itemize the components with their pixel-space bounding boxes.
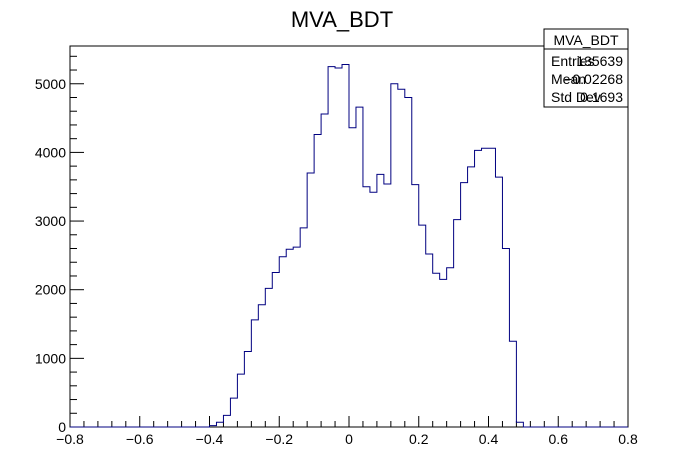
histogram-bin [314, 135, 321, 427]
histogram-bin [328, 67, 335, 427]
histogram-bin [223, 415, 230, 427]
stats-box: MVA_BDT Entries 135639 Mean −0.02268 Std… [543, 28, 629, 108]
histogram-bin [509, 341, 516, 427]
histogram-bin [258, 305, 265, 427]
histogram-bin [216, 422, 223, 427]
x-tick-label: −0.6 [126, 431, 154, 447]
stats-stddev-value: 0.1693 [580, 89, 623, 105]
x-tick-label: 0.2 [409, 431, 429, 447]
y-tick-label: 2000 [35, 282, 66, 298]
histogram-bin [251, 320, 258, 427]
axis-ticks [69, 55, 629, 428]
histogram-bin [419, 225, 426, 427]
histogram-bin [495, 177, 502, 427]
x-tick-label: −0.8 [56, 431, 84, 447]
histogram-bin [370, 192, 377, 427]
x-tick-label: 0.4 [479, 431, 499, 447]
histogram-bin [272, 273, 279, 427]
x-tick-label: −0.2 [265, 431, 293, 447]
stats-mean-value: −0.02268 [564, 71, 623, 87]
histogram-bin [391, 84, 398, 427]
histogram-bin [321, 114, 328, 427]
histogram-bin [468, 167, 475, 427]
histogram-bin [300, 228, 307, 427]
y-tick-label: 5000 [35, 76, 66, 92]
y-tick-label: 4000 [35, 144, 66, 160]
histogram-bin [244, 351, 251, 427]
histogram-bin [342, 65, 349, 427]
x-tick-label: 0.6 [549, 431, 569, 447]
histogram-bin [335, 68, 342, 427]
histogram-bin [433, 273, 440, 427]
histogram-bin [307, 173, 314, 427]
x-tick-label: 0 [345, 431, 353, 447]
stats-entries-label: Entries [551, 53, 595, 69]
histogram-bin [265, 288, 272, 427]
histogram-bin [482, 148, 489, 427]
x-tick-label: −0.4 [196, 431, 224, 447]
histogram-bin [356, 107, 363, 427]
histogram-bin [440, 279, 447, 427]
histogram-bin [475, 150, 482, 427]
histogram-bin [489, 148, 496, 427]
histogram-bin [461, 183, 468, 427]
histogram-bin [237, 374, 244, 427]
histogram-bin [210, 426, 217, 427]
histogram-bin [454, 220, 461, 427]
histogram-bin [447, 268, 454, 427]
chart-title: MVA_BDT [291, 7, 393, 32]
histogram-bin [363, 187, 370, 427]
histogram-bin [384, 184, 391, 427]
histogram-bin [349, 128, 356, 427]
y-tick-label: 3000 [35, 213, 66, 229]
histogram-bin [405, 97, 412, 427]
histogram-bin [398, 89, 405, 427]
histogram-line [70, 64, 628, 428]
y-tick-label: 0 [58, 419, 66, 435]
histogram-series [70, 64, 628, 428]
histogram-bin [377, 174, 384, 427]
histogram-bin [426, 254, 433, 427]
histogram-bin [293, 247, 300, 427]
stats-title: MVA_BDT [553, 32, 619, 48]
stats-mean-label: Mean [551, 71, 586, 87]
x-tick-label: 0.8 [618, 431, 638, 447]
stats-entries-value: 135639 [576, 53, 623, 69]
stats-box-border [543, 28, 629, 108]
histogram-bin [286, 249, 293, 427]
histogram-bin [279, 257, 286, 427]
histogram-bin [502, 249, 509, 427]
histogram-bin [516, 422, 523, 427]
histogram-bin [412, 185, 419, 427]
stats-stddev-label: Std Dev [551, 89, 601, 105]
tick-labels: −0.8 −0.6 −0.4 −0.2 0 0.2 0.4 0.6 0.8 0 1000 2000 30… [35, 76, 638, 447]
histogram-bin [230, 398, 237, 427]
y-tick-label: 1000 [35, 350, 66, 366]
